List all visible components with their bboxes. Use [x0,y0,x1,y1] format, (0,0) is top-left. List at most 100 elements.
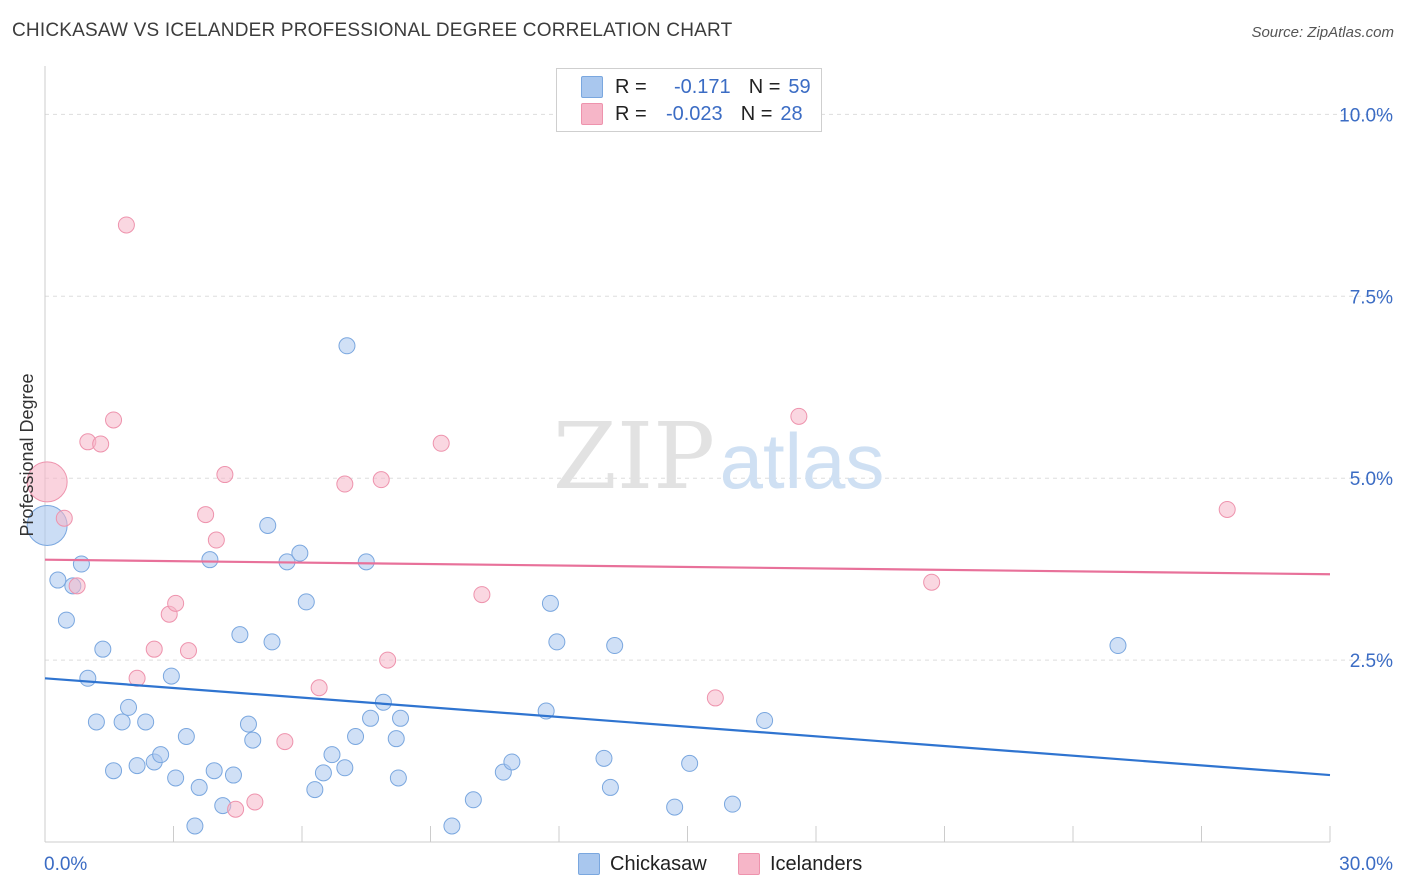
source-credit: Source: ZipAtlas.com [1251,24,1394,41]
chickasaw-point [464,791,482,809]
icelanders-point [336,475,354,493]
chickasaw-point [120,698,138,716]
legend-r-value: -0.023 [665,102,723,125]
chickasaw-point [201,551,219,569]
bottom-legend-icelanders: Icelanders [738,850,862,878]
bottom-legend-swatch-chickasaw [578,853,600,875]
chickasaw-point [601,778,619,796]
chickasaw-point [666,798,684,816]
legend-swatch-chickasaw [581,76,603,98]
chickasaw-point [347,727,365,745]
icelanders-point [379,651,397,669]
data-points [26,216,1236,835]
bottom-legend-label-icelanders: Icelanders [770,852,863,875]
chickasaw-point [503,753,521,771]
watermark-zip: ZIP [553,403,715,510]
legend-n-label: N = [740,102,773,125]
icelanders-trend-line [44,558,1331,576]
chickasaw-point [297,593,315,611]
icelanders-point [790,407,808,425]
icelanders-point [179,642,197,660]
bottom-legend-swatch-icelanders [738,853,760,875]
chickasaw-point [306,781,324,799]
icelanders-point [1218,500,1236,518]
icelanders-point [923,573,941,591]
y-axis-label: Professional Degree [17,373,37,536]
icelanders-point [706,689,724,707]
chickasaw-point [167,769,185,787]
x-tick-label: 30.0% [1339,854,1393,875]
chickasaw-point [756,711,774,729]
y-tick-label: 7.5% [1350,287,1393,308]
chickasaw-point [389,769,407,787]
watermark-atlas: atlas [720,417,885,505]
chickasaw-point [79,669,97,687]
chickasaw-point [244,731,262,749]
icelanders-point [207,531,225,549]
bottom-legend-chickasaw: Chickasaw [578,850,707,878]
chickasaw-point [259,516,277,534]
legend-n-value: 28 [780,102,803,125]
chickasaw-point [387,730,405,748]
chickasaw-point [105,762,123,780]
bottom-legend-label-chickasaw: Chickasaw [610,852,707,875]
legend-row-chickasaw: R = -0.171 N = 59 [581,75,811,99]
legend-swatch-icelanders [581,103,603,125]
chickasaw-point [162,667,180,685]
chickasaw-point [323,746,341,764]
chickasaw-point [113,713,131,731]
chickasaw-point [87,713,105,731]
watermark: ZIP atlas [553,403,884,510]
chickasaw-point [152,746,170,764]
chickasaw-point [224,766,242,784]
chickasaw-point [239,715,257,733]
icelanders-point [167,594,185,612]
icelanders-point [246,793,264,811]
chickasaw-point [392,709,410,727]
y-tick-label: 10.0% [1339,105,1393,126]
chickasaw-point [595,749,613,767]
legend-r-label: R = [615,102,647,125]
chickasaw-point [291,544,309,562]
chickasaw-point [231,626,249,644]
chickasaw-point [137,713,155,731]
chickasaw-point [94,640,112,658]
legend-n-value: 59 [788,75,811,98]
chart-title: CHICKASAW VS ICELANDER PROFESSIONAL DEGR… [12,20,733,41]
chickasaw-point [606,637,624,655]
chickasaw-point [190,778,208,796]
legend-r-label: R = [615,75,647,98]
x-tick-label: 0.0% [44,854,87,875]
chickasaw-point [336,759,354,777]
chickasaw-point [186,817,204,835]
chickasaw-trend-line [44,677,1331,777]
chickasaw-point [362,709,380,727]
legend-row-icelanders: R = -0.023 N = 28 [581,102,803,126]
chickasaw-point [57,611,75,629]
chickasaw-point [128,757,146,775]
chickasaw-point [548,633,566,651]
icelanders-point [432,434,450,452]
axes [44,66,1331,843]
chickasaw-point [443,817,461,835]
icelanders-point [145,640,163,658]
y-tick-label: 5.0% [1350,469,1393,490]
y-tick-label: 2.5% [1350,651,1393,672]
icelanders-point [92,435,110,453]
icelanders-point [372,471,390,489]
correlation-legend: R = -0.171 N = 59 R = -0.023 N = 28 [556,68,822,132]
chickasaw-point [723,795,741,813]
icelanders-point [26,461,68,503]
chickasaw-point [357,553,375,571]
chickasaw-point [314,764,332,782]
chickasaw-point [205,762,223,780]
trend-lines [44,558,1331,777]
gridlines [45,113,1392,661]
chickasaw-point [177,727,195,745]
chickasaw-point [1109,637,1127,655]
chickasaw-point [72,555,90,573]
icelanders-point [68,577,86,595]
chickasaw-point [263,633,281,651]
icelanders-point [276,733,294,751]
legend-r-value: -0.171 [673,75,731,98]
